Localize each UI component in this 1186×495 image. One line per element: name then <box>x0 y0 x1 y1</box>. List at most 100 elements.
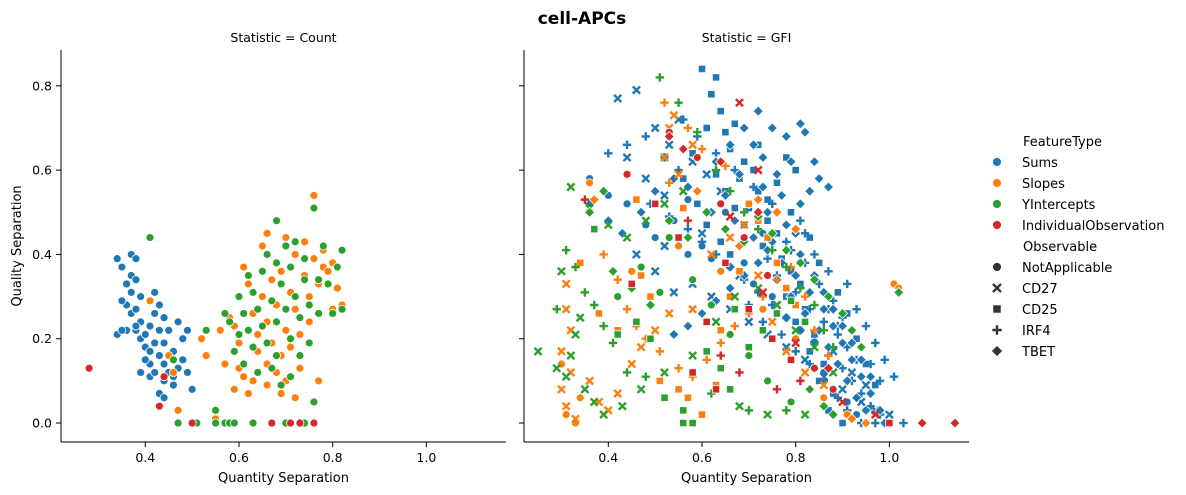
point-slopes-circle <box>258 241 267 251</box>
point-yintercepts-square <box>679 418 688 428</box>
point-sums-circle <box>126 287 136 297</box>
point-yintercepts-diamond <box>804 383 816 395</box>
point-sums-diamond <box>799 126 811 138</box>
point-yintercepts-circle <box>169 355 178 365</box>
point-slopes-circle <box>286 342 295 352</box>
point-individualobservation-plus <box>580 195 590 204</box>
point-slopes-circle <box>309 254 319 264</box>
point-sums-plus <box>782 313 791 322</box>
point-sums-plus <box>871 418 880 428</box>
point-yintercepts-square <box>590 225 599 234</box>
point-sums-x <box>744 317 754 327</box>
point-sums-square <box>730 119 739 128</box>
point-slopes-plus <box>674 364 683 373</box>
count-panel: Statistic = Count 0.4 0.6 0.8 1.00.00.20.40… <box>10 30 506 486</box>
point-sums-x <box>650 266 660 276</box>
point-yintercepts-circle <box>248 287 258 297</box>
legend-entry-slopes: Slopes <box>1022 177 1065 192</box>
point-sums-square <box>730 203 739 213</box>
point-sums-diamond <box>682 320 694 332</box>
point-individualobservation-x <box>735 98 744 108</box>
point-slopes-square <box>655 376 664 385</box>
point-yintercepts-square <box>679 406 688 415</box>
point-slopes-square <box>594 309 604 318</box>
point-sums-circle <box>739 258 749 268</box>
point-sums-circle <box>187 384 197 394</box>
point-slopes-circle <box>145 296 155 306</box>
point-yintercepts-circle <box>211 418 220 428</box>
point-sums-square <box>716 237 725 246</box>
point-yintercepts-square <box>613 330 622 339</box>
point-yintercepts-plus <box>782 406 791 415</box>
point-yintercepts-circle <box>286 262 295 272</box>
point-yintercepts-circle <box>267 363 277 373</box>
point-slopes-diamond <box>860 417 872 429</box>
point-sums-diamond <box>836 320 849 332</box>
point-sums-plus <box>875 376 885 386</box>
point-yintercepts-x <box>660 368 669 377</box>
point-slopes-circle <box>253 330 263 339</box>
point-yintercepts-square <box>744 343 753 352</box>
y-tick-label: 0.8 <box>32 78 52 93</box>
point-sums-plus <box>763 254 772 263</box>
point-slopes-square <box>646 292 655 301</box>
point-yintercepts-circle <box>688 275 698 285</box>
point-individualobservation-circle <box>692 153 702 162</box>
point-sums-diamond <box>762 244 774 256</box>
point-slopes-plus <box>613 275 622 284</box>
point-yintercepts-plus <box>796 283 805 293</box>
point-sums-plus <box>828 296 838 305</box>
point-sums-plus <box>838 364 847 373</box>
point-slopes-x <box>781 346 791 356</box>
point-sums-diamond <box>832 358 844 370</box>
point-sums-circle <box>154 325 164 335</box>
point-slopes-circle <box>173 405 183 415</box>
point-yintercepts-circle <box>239 309 249 318</box>
point-slopes-plus <box>721 161 730 171</box>
point-slopes-plus <box>697 144 707 154</box>
point-yintercepts-circle <box>248 342 258 352</box>
point-sums-circle <box>112 254 122 264</box>
point-yintercepts-x <box>735 401 744 411</box>
point-yintercepts-x <box>552 363 562 373</box>
point-yintercepts-x <box>800 410 810 420</box>
point-sums-diamond <box>771 168 783 180</box>
point-sums-diamond <box>785 156 797 168</box>
point-slopes-circle <box>201 351 211 360</box>
point-sums-square <box>871 381 880 390</box>
point-sums-x <box>631 249 641 259</box>
point-yintercepts-square <box>800 317 810 326</box>
point-slopes-x <box>557 384 566 394</box>
point-sums-plus <box>758 317 768 327</box>
point-slopes-x <box>650 325 660 335</box>
point-sums-diamond <box>813 172 825 185</box>
point-yintercepts-circle <box>272 216 281 226</box>
point-yintercepts-plus <box>622 368 632 377</box>
point-sums-plus <box>810 250 819 259</box>
legend-swatch-individualobservation <box>992 220 1002 230</box>
point-yintercepts-plus <box>782 262 791 272</box>
point-yintercepts-x <box>791 325 801 335</box>
point-sums-diamond <box>865 371 877 383</box>
point-yintercepts-circle <box>286 334 295 344</box>
point-sums-plus <box>843 342 852 352</box>
point-sums-plus <box>768 300 777 310</box>
point-yintercepts-circle <box>234 330 244 339</box>
point-yintercepts-x <box>711 317 721 327</box>
point-slopes-circle <box>262 380 272 390</box>
point-yintercepts-circle <box>314 275 324 285</box>
point-slopes-circle <box>267 275 277 285</box>
point-yintercepts-square <box>660 393 669 402</box>
point-yintercepts-x <box>575 313 585 323</box>
point-yintercepts-plus <box>655 73 665 82</box>
point-slopes-diamond <box>771 206 783 218</box>
point-slopes-circle <box>290 393 300 403</box>
legend-swatch-slopes <box>992 178 1002 188</box>
point-yintercepts-square <box>772 309 782 318</box>
point-sums-diamond <box>757 151 769 164</box>
point-slopes-x <box>688 140 698 150</box>
point-yintercepts-circle <box>332 262 342 272</box>
point-slopes-plus <box>660 98 669 107</box>
point-yintercepts-diamond <box>719 223 731 235</box>
